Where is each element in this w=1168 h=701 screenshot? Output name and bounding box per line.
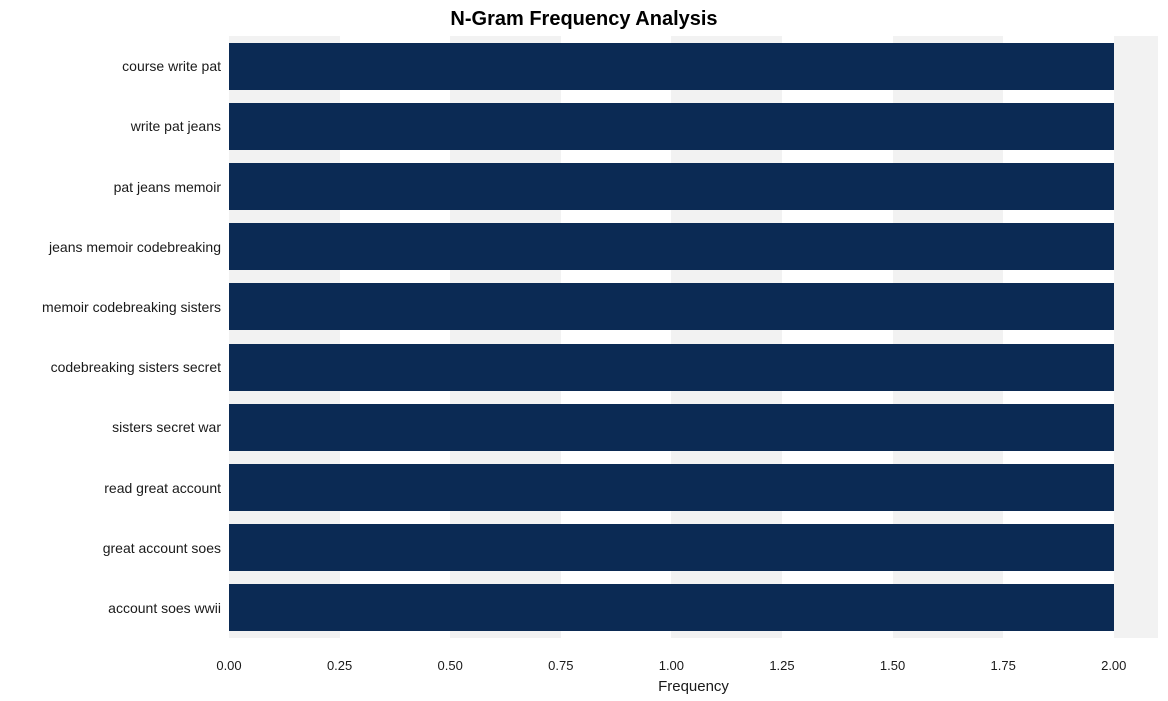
plot-area: course write patwrite pat jeanspat jeans… [229,36,1158,638]
bar [229,524,1114,571]
x-tick-label: 1.75 [991,658,1016,673]
bar [229,584,1114,631]
y-tick-label: write pat jeans [131,118,229,134]
bar [229,103,1114,150]
y-tick-label: jeans memoir codebreaking [49,239,229,255]
y-tick-label: great account soes [103,540,229,556]
x-tick-label: 1.25 [769,658,794,673]
y-tick-label: read great account [104,480,229,496]
bar [229,43,1114,90]
x-tick-label: 0.75 [548,658,573,673]
x-tick-label: 1.00 [659,658,684,673]
grid-band [1114,36,1158,638]
x-tick-label: 0.00 [216,658,241,673]
x-tick-label: 1.50 [880,658,905,673]
bar [229,163,1114,210]
bar [229,344,1114,391]
y-tick-label: codebreaking sisters secret [51,359,229,375]
chart-container: N-Gram Frequency Analysis course write p… [0,0,1168,701]
y-tick-label: memoir codebreaking sisters [42,299,229,315]
bar [229,464,1114,511]
bar [229,404,1114,451]
x-tick-label: 0.25 [327,658,352,673]
chart-title: N-Gram Frequency Analysis [0,8,1168,31]
y-tick-label: account soes wwii [108,600,229,616]
y-tick-label: course write pat [122,58,229,74]
x-axis-label: Frequency [658,678,729,695]
y-tick-label: sisters secret war [112,419,229,435]
x-tick-label: 0.50 [438,658,463,673]
bar [229,283,1114,330]
x-tick-label: 2.00 [1101,658,1126,673]
y-tick-label: pat jeans memoir [114,179,229,195]
bar [229,223,1114,270]
